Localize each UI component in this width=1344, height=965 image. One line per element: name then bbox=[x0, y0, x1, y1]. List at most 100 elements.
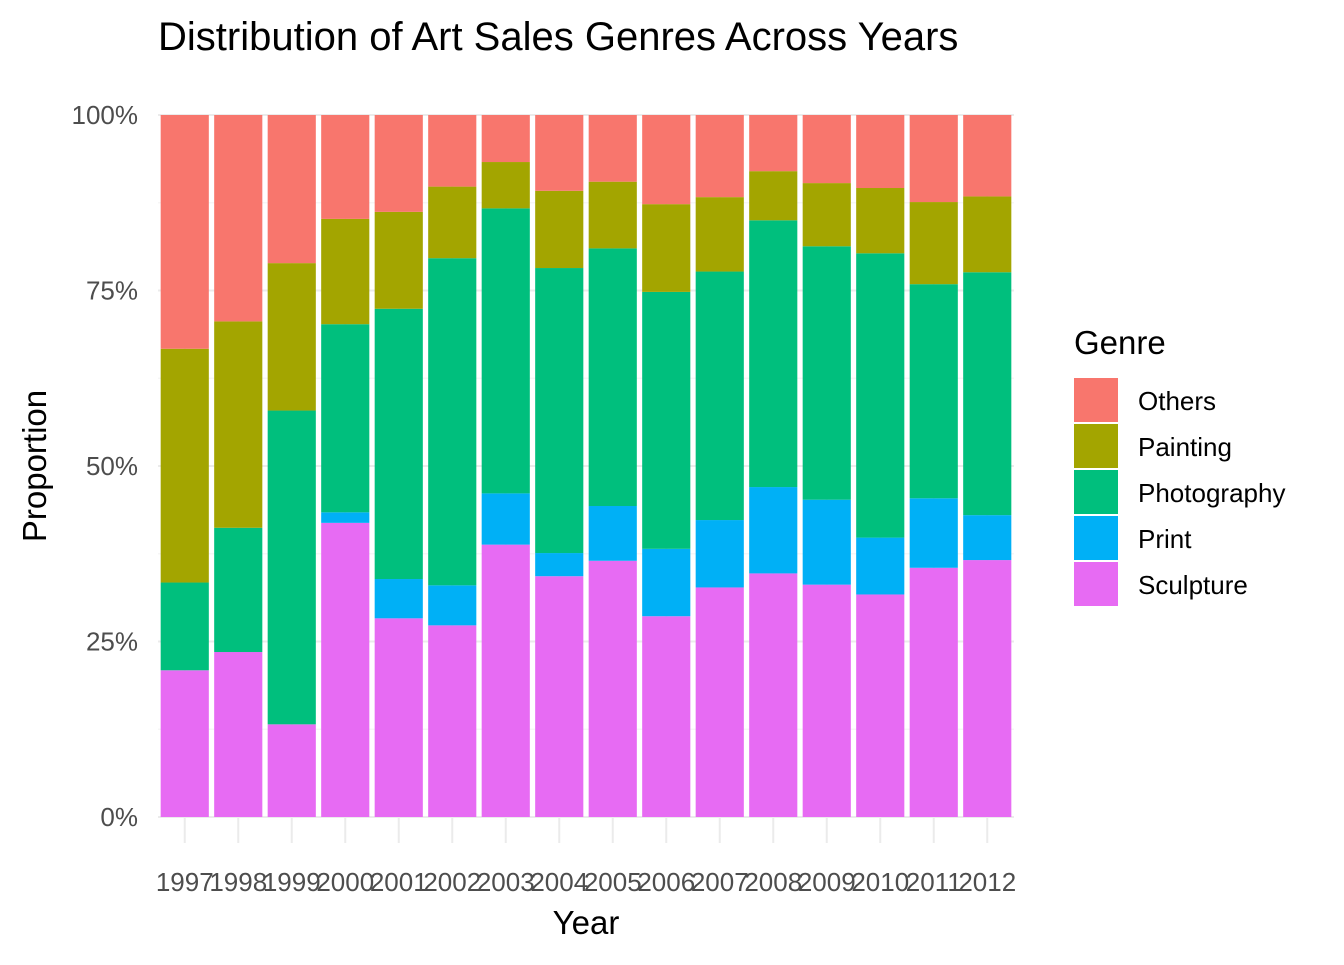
legend-key-others bbox=[1074, 378, 1118, 422]
x-tick-label: 2009 bbox=[798, 867, 856, 897]
x-tick-label: 1998 bbox=[209, 867, 267, 897]
legend-title: Genre bbox=[1074, 324, 1166, 361]
bar-photography-1997 bbox=[160, 582, 209, 671]
bar-sculpture-2008 bbox=[749, 573, 798, 817]
legend-key-painting bbox=[1074, 424, 1118, 468]
y-axis-title: Proportion bbox=[16, 390, 53, 542]
x-axis-ticks: 1997199819992000200120022003200420052006… bbox=[156, 867, 1016, 897]
bar-others-1999 bbox=[267, 115, 316, 264]
x-axis-title: Year bbox=[553, 904, 620, 941]
bar-others-2002 bbox=[428, 115, 477, 187]
bars-layer bbox=[160, 115, 1012, 817]
y-tick-label: 50% bbox=[86, 451, 138, 481]
bar-photography-2005 bbox=[588, 248, 637, 507]
bar-photography-2002 bbox=[428, 258, 477, 586]
bar-painting-2009 bbox=[802, 183, 851, 247]
bar-others-2004 bbox=[535, 115, 584, 191]
legend-label-painting: Painting bbox=[1138, 432, 1232, 462]
bar-photography-2003 bbox=[481, 208, 530, 494]
bar-print-2000 bbox=[321, 512, 370, 523]
x-tick-label: 2010 bbox=[851, 867, 909, 897]
bar-print-2010 bbox=[856, 537, 905, 595]
bar-print-2005 bbox=[588, 506, 637, 561]
bar-print-2003 bbox=[481, 493, 530, 545]
bar-sculpture-1997 bbox=[160, 670, 209, 817]
legend-label-others: Others bbox=[1138, 386, 1216, 416]
bar-photography-1998 bbox=[214, 527, 263, 653]
bar-painting-2003 bbox=[481, 162, 530, 209]
bar-print-2002 bbox=[428, 585, 477, 626]
bar-others-2010 bbox=[856, 115, 905, 189]
x-tick-label: 2005 bbox=[584, 867, 642, 897]
bar-others-2007 bbox=[695, 115, 744, 198]
bar-others-2008 bbox=[749, 115, 798, 172]
bar-others-2009 bbox=[802, 115, 851, 184]
bar-others-2003 bbox=[481, 115, 530, 163]
bar-painting-2006 bbox=[642, 204, 691, 292]
bar-print-2008 bbox=[749, 487, 798, 574]
bar-others-1998 bbox=[214, 115, 263, 322]
x-tick-label: 2008 bbox=[744, 867, 802, 897]
bar-sculpture-2005 bbox=[588, 560, 637, 817]
bar-sculpture-1999 bbox=[267, 724, 316, 817]
bar-photography-2000 bbox=[321, 324, 370, 513]
bar-painting-2008 bbox=[749, 171, 798, 221]
y-tick-label: 0% bbox=[100, 802, 138, 832]
bar-painting-2001 bbox=[374, 211, 423, 309]
bar-painting-2012 bbox=[963, 196, 1012, 273]
bar-sculpture-2011 bbox=[909, 567, 958, 817]
x-tick-label: 2006 bbox=[637, 867, 695, 897]
bar-photography-2010 bbox=[856, 253, 905, 538]
bar-painting-1997 bbox=[160, 348, 209, 583]
bar-print-2012 bbox=[963, 515, 1012, 561]
bar-sculpture-2004 bbox=[535, 576, 584, 817]
bar-sculpture-2000 bbox=[321, 522, 370, 817]
x-tick-label: 2001 bbox=[370, 867, 428, 897]
bar-others-2005 bbox=[588, 115, 637, 182]
x-tick-label: 2012 bbox=[958, 867, 1016, 897]
bar-print-2001 bbox=[374, 579, 423, 619]
bar-print-2007 bbox=[695, 520, 744, 588]
bar-painting-2000 bbox=[321, 218, 370, 325]
bar-others-2006 bbox=[642, 115, 691, 205]
bar-sculpture-2002 bbox=[428, 625, 477, 817]
bar-photography-2001 bbox=[374, 308, 423, 580]
bar-photography-1999 bbox=[267, 410, 316, 725]
bar-sculpture-2006 bbox=[642, 616, 691, 817]
bar-photography-2011 bbox=[909, 284, 958, 499]
bar-photography-2012 bbox=[963, 272, 1012, 516]
legend: Genre Others Painting Photography Print Scul… bbox=[1074, 324, 1285, 606]
x-tick-label: 2002 bbox=[423, 867, 481, 897]
bar-others-2001 bbox=[374, 115, 423, 212]
bar-others-2012 bbox=[963, 115, 1012, 197]
x-tick-label: 2007 bbox=[691, 867, 749, 897]
legend-items: Others Painting Photography Print Sculpture bbox=[1074, 378, 1285, 606]
bar-print-2004 bbox=[535, 553, 584, 577]
bar-sculpture-2003 bbox=[481, 544, 530, 817]
bar-sculpture-1998 bbox=[214, 652, 263, 817]
x-tick-label: 2004 bbox=[530, 867, 588, 897]
y-tick-label: 25% bbox=[86, 627, 138, 657]
bar-print-2011 bbox=[909, 498, 958, 568]
x-tick-label: 2000 bbox=[316, 867, 374, 897]
y-axis-ticks: 0% 25% 50% 75% 100% bbox=[72, 100, 139, 832]
bar-others-2011 bbox=[909, 115, 958, 203]
bar-sculpture-2012 bbox=[963, 560, 1012, 817]
bar-painting-2010 bbox=[856, 188, 905, 254]
x-tick-label: 1999 bbox=[263, 867, 321, 897]
legend-key-sculpture bbox=[1074, 562, 1118, 606]
bar-sculpture-2009 bbox=[802, 584, 851, 817]
bar-painting-1999 bbox=[267, 263, 316, 411]
bar-print-2009 bbox=[802, 499, 851, 585]
bar-painting-2004 bbox=[535, 190, 584, 269]
bar-others-1997 bbox=[160, 115, 209, 349]
bar-photography-2006 bbox=[642, 291, 691, 549]
bar-painting-2011 bbox=[909, 202, 958, 285]
x-tick-label: 2011 bbox=[906, 867, 962, 897]
legend-label-print: Print bbox=[1138, 524, 1192, 554]
chart-title: Distribution of Art Sales Genres Across … bbox=[158, 15, 958, 59]
bar-photography-2009 bbox=[802, 246, 851, 500]
y-tick-label: 75% bbox=[86, 276, 138, 306]
